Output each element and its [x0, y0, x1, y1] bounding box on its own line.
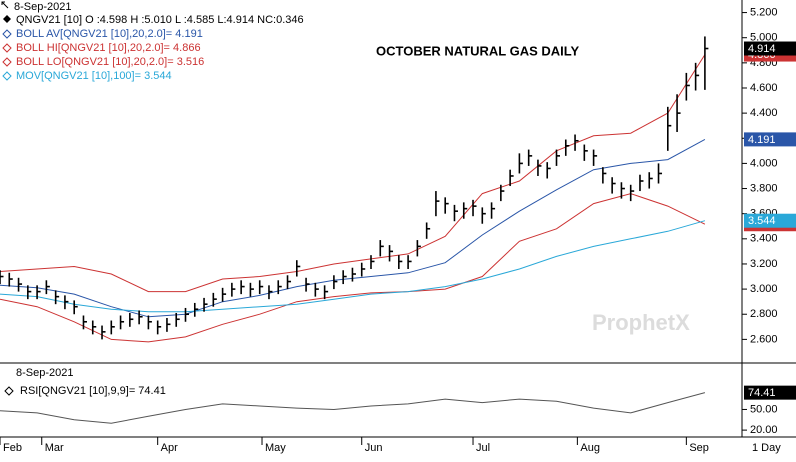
legend-label: RSI[QNGV21 [10],9,9]= 74.41 [20, 385, 166, 397]
overlay-line [0, 193, 706, 343]
y-tick-label: 3.800 [750, 182, 778, 194]
value-badge [744, 213, 796, 228]
legend-label: BOLL AV[QNGV21 [10],20,2.0]= 4.191 [16, 28, 203, 40]
y-tick-label: 4.000 [750, 157, 778, 169]
indicator-line [0, 392, 706, 424]
legend-marker [2, 71, 12, 81]
legend-label: BOLL LO[QNGV21 [10],20,2.0]= 3.516 [16, 56, 204, 68]
x-tick-label: Aug [580, 442, 600, 454]
value-badge [744, 132, 796, 147]
date-label: 8-Sep-2021 [14, 1, 72, 13]
watermark: ProphetX [592, 310, 690, 335]
x-tick-label: Jun [365, 442, 383, 454]
x-tick-label: May [265, 442, 286, 454]
value-badge [744, 385, 796, 400]
x-tick-label: Sep [689, 442, 709, 454]
y-tick-label: 4.400 [750, 107, 778, 119]
y-tick-label: 20.00 [750, 424, 778, 436]
legend-marker [2, 43, 12, 53]
value-badge-label: 4.914 [748, 43, 776, 55]
y-tick-label: 2.800 [750, 308, 778, 320]
x-tick-label: Jul [476, 442, 490, 454]
overlay-line [0, 54, 706, 293]
quote-label: QNGV21 [10] O :4.598 H :5.010 L :4.585 L… [16, 14, 304, 26]
y-tick-label: 5.200 [750, 6, 778, 18]
y-tick-label: 3.000 [750, 283, 778, 295]
x-tick-label: Feb [3, 442, 22, 454]
arrow-icon [1, 1, 9, 9]
y-tick-label: 4.600 [750, 82, 778, 94]
value-badge-label: 3.544 [748, 215, 776, 227]
value-badge-label: 4.191 [748, 134, 776, 146]
legend-label: MOV[QNGV21 [10],100]= 3.544 [16, 70, 172, 82]
x-tick-label: Mar [45, 442, 64, 454]
legend-marker [2, 57, 12, 67]
y-tick-label: 50.00 [750, 403, 778, 415]
interval-label: 1 Day [752, 442, 781, 454]
x-tick-label: Apr [161, 442, 178, 454]
legend-label: BOLL HI[QNGV21 [10],20,2.0]= 4.866 [16, 42, 201, 54]
legend-marker [2, 29, 12, 39]
overlay-line [0, 220, 706, 313]
y-tick-label: 5.000 [750, 32, 778, 44]
value-badge-label: 74.41 [748, 387, 776, 399]
legend-marker [4, 386, 14, 396]
y-tick-label: 3.200 [750, 258, 778, 270]
rsi-date-label: 8-Sep-2021 [16, 367, 74, 379]
chart-title: OCTOBER NATURAL GAS DAILY [376, 43, 580, 58]
value-badge [744, 41, 796, 56]
y-tick-label: 2.600 [750, 333, 778, 345]
legend-marker [3, 15, 11, 23]
y-tick-label: 3.400 [750, 233, 778, 245]
